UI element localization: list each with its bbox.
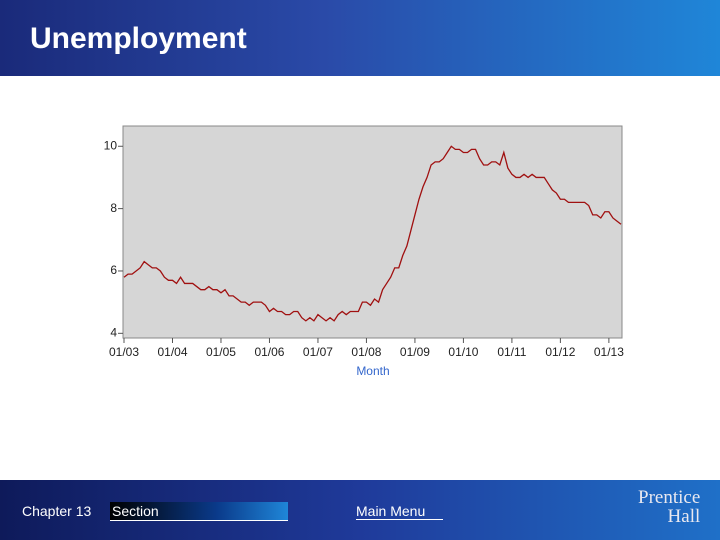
x-axis-title: Month [356,364,389,378]
x-tick-label: 01/08 [351,345,381,359]
y-tick-label: 8 [110,201,117,215]
x-tick-label: 01/10 [448,345,478,359]
y-tick-label: 10 [104,138,118,152]
x-tick-label: 01/04 [157,345,187,359]
section-button[interactable]: Section [110,502,288,521]
slide-title: Unemployment [30,22,247,55]
x-tick-label: 01/07 [303,345,333,359]
x-tick-label: 01/11 [497,345,526,359]
logo-line: Hall [667,506,701,527]
y-tick-label: 6 [110,263,117,277]
x-tick-label: 01/03 [109,345,139,359]
logo-line: Prentice [638,487,701,508]
x-tick-label: 01/06 [254,345,284,359]
x-tick-label: 01/09 [400,345,430,359]
x-tick-label: 01/13 [594,345,624,359]
chart: Month 4 6 8 10 01/03 01/04 01/05 01/06 01/07 01/0… [104,125,624,378]
logo: Prentice Hall [638,488,700,526]
main-menu-button[interactable]: Main Menu [356,503,444,520]
x-tick-label: 01/05 [206,345,236,359]
header: Unemployment [0,0,720,76]
footer: Chapter 13 Section Main Menu Prentice Hal… [0,480,720,540]
y-tick-label: 4 [110,325,117,339]
x-tick-label: 01/12 [545,345,575,359]
plot-area [122,125,623,339]
data-line [123,145,622,322]
chapter-label: Chapter 13 [22,503,92,519]
